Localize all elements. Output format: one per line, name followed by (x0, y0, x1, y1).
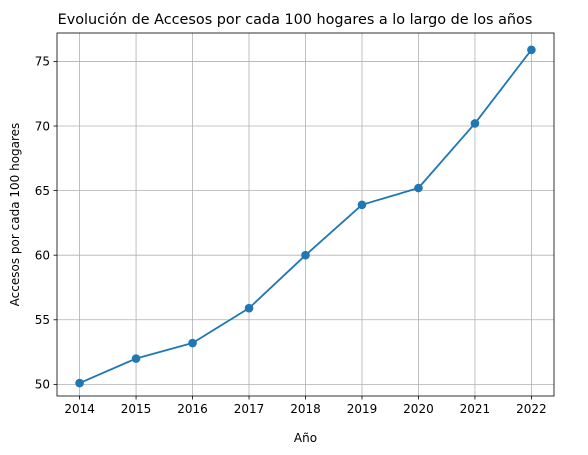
chart-title: Evolución de Accesos por cada 100 hogare… (58, 12, 533, 28)
y-tick-label: 55 (35, 313, 50, 327)
x-tick-label: 2015 (121, 402, 152, 416)
data-point (470, 119, 480, 128)
y-axis-label: Accesos por cada 100 hogares (8, 123, 22, 307)
data-point (527, 45, 536, 55)
grid (57, 33, 554, 396)
data-point (414, 183, 423, 193)
x-tick-label: 2018 (290, 402, 321, 416)
y-tick-label: 75 (35, 55, 50, 69)
x-axis-ticks: 2014 2015 2016 2017 2018 2019 2020 2021 2022 (64, 396, 547, 416)
x-tick-label: 2019 (347, 402, 378, 416)
x-tick-label: 2016 (177, 402, 208, 416)
x-tick-label: 2017 (234, 402, 265, 416)
x-tick-label: 2021 (460, 402, 491, 416)
x-tick-label: 2020 (403, 402, 434, 416)
data-point (357, 200, 367, 210)
y-tick-label: 60 (35, 248, 50, 262)
data-point (75, 378, 84, 388)
x-axis-label: Año (294, 431, 317, 445)
y-tick-label: 50 (35, 378, 50, 392)
data-point (131, 354, 141, 363)
data-point (301, 250, 310, 260)
y-tick-label: 65 (35, 184, 50, 198)
x-tick-label: 2022 (516, 402, 547, 416)
series-layer (75, 45, 536, 388)
y-tick-label: 70 (35, 119, 50, 133)
data-point (188, 338, 197, 348)
data-point (244, 303, 254, 313)
x-tick-label: 2014 (64, 402, 95, 416)
y-axis-ticks: 50 55 60 65 70 75 (35, 55, 57, 392)
